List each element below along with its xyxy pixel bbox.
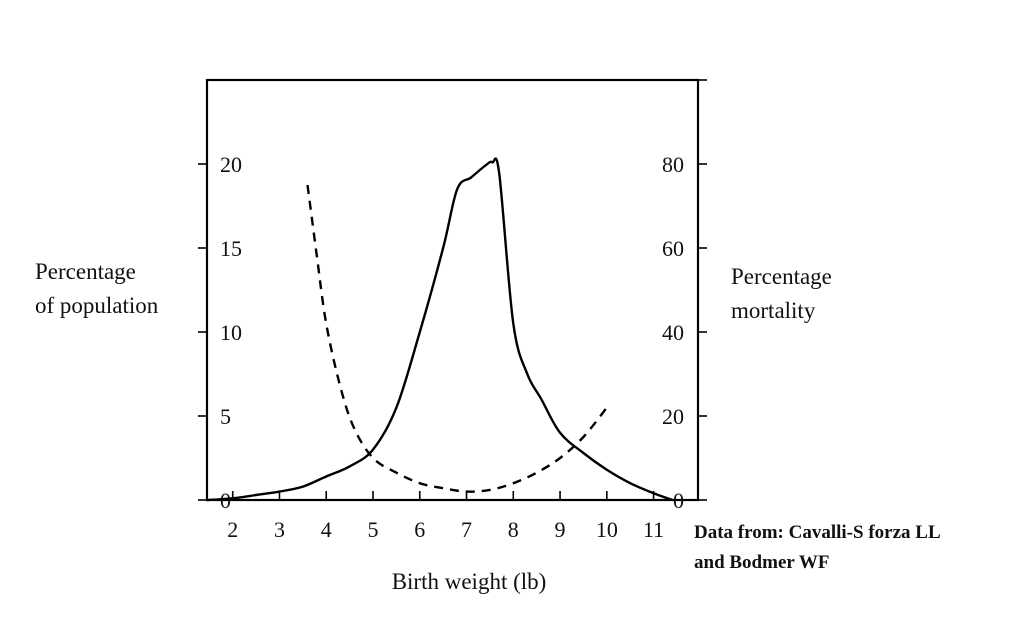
x-tick-label: 4 [321, 517, 332, 542]
left-y-tick-label: 0 [220, 488, 231, 513]
x-tick-label: 11 [643, 517, 664, 542]
x-tick-label: 9 [555, 517, 566, 542]
x-tick-label: 10 [596, 517, 618, 542]
left-axis-title-line-2: of population [35, 293, 159, 318]
source-note-line-1: Data from: Cavalli-S forza LL [694, 522, 941, 543]
right-y-tick-label: 0 [673, 488, 684, 513]
x-tick-label: 2 [227, 517, 238, 542]
left-axis-title-line-1: Percentage [35, 259, 136, 284]
left-y-tick-label: 5 [220, 404, 231, 429]
right-axis-title: Percentage mortality [731, 264, 838, 323]
tick-label-group: 2 3 4 5 6 7 8 9 10 11 0 5 10 15 20 0 20 40 60 80 [220, 152, 684, 542]
plot-frame [205, 78, 700, 502]
source-note-line-2: and Bodmer WF [694, 552, 830, 573]
left-y-tick-label: 20 [220, 152, 242, 177]
left-axis-title: Percentage of population [35, 259, 159, 318]
right-y-tick-label: 20 [662, 404, 684, 429]
population-curve [206, 157, 673, 502]
x-axis-title: Birth weight (lb) [392, 569, 547, 594]
x-tick-label: 3 [274, 517, 285, 542]
x-tick-label: 6 [414, 517, 425, 542]
left-y-tick-label: 15 [220, 236, 242, 261]
right-y-tick-label: 80 [662, 152, 684, 177]
series-group [206, 157, 673, 502]
x-tick-label: 8 [508, 517, 519, 542]
x-tick-label: 5 [368, 517, 379, 542]
left-y-tick-label: 10 [220, 320, 242, 345]
right-y-tick-label: 40 [662, 320, 684, 345]
right-y-tick-label: 60 [662, 236, 684, 261]
right-axis-title-line-1: Percentage [731, 264, 832, 289]
x-tick-label: 7 [461, 517, 472, 542]
right-axis-title-line-2: mortality [731, 298, 816, 323]
source-note: Data from: Cavalli-S forza LL and Bodmer… [694, 518, 1004, 578]
tick-group [198, 79, 707, 501]
mortality-curve [306, 184, 608, 493]
